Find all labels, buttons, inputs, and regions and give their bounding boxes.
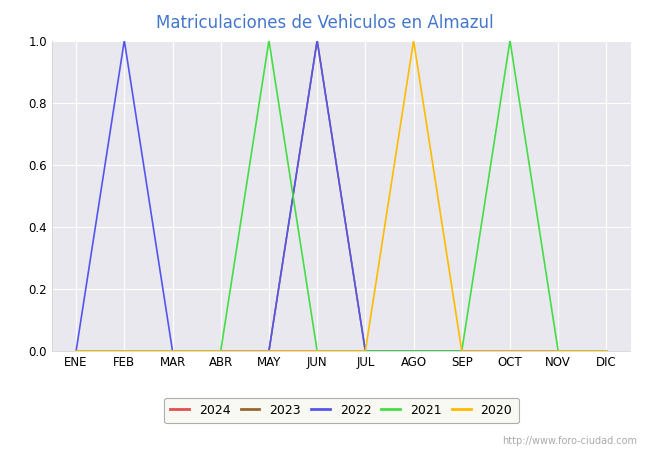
2024 xyxy=(265,348,273,354)
2021 xyxy=(217,348,225,354)
2021 xyxy=(410,348,417,354)
2024 xyxy=(506,348,514,354)
Line: 2022: 2022 xyxy=(76,40,606,351)
2022 xyxy=(458,348,465,354)
2022 xyxy=(217,348,225,354)
2021 xyxy=(313,348,321,354)
2024 xyxy=(217,348,225,354)
2021 xyxy=(120,348,128,354)
2023 xyxy=(72,348,80,354)
Line: 2021: 2021 xyxy=(76,40,606,351)
2020 xyxy=(120,348,128,354)
2020 xyxy=(361,348,369,354)
2024 xyxy=(72,348,80,354)
2024 xyxy=(120,348,128,354)
2024 xyxy=(168,348,176,354)
2023 xyxy=(554,348,562,354)
2021 xyxy=(554,348,562,354)
2021 xyxy=(458,348,465,354)
Line: 2020: 2020 xyxy=(76,40,606,351)
2020 xyxy=(603,348,610,354)
2020 xyxy=(458,348,465,354)
2024 xyxy=(361,348,369,354)
2024 xyxy=(313,348,321,354)
2022 xyxy=(603,348,610,354)
2021 xyxy=(603,348,610,354)
2021 xyxy=(168,348,176,354)
2022 xyxy=(72,348,80,354)
2023 xyxy=(217,348,225,354)
2021 xyxy=(72,348,80,354)
2024 xyxy=(410,348,417,354)
Legend: 2024, 2023, 2022, 2021, 2020: 2024, 2023, 2022, 2021, 2020 xyxy=(164,398,519,423)
2020 xyxy=(72,348,80,354)
2022 xyxy=(361,348,369,354)
2022 xyxy=(168,348,176,354)
2022 xyxy=(120,38,128,43)
Text: http://www.foro-ciudad.com: http://www.foro-ciudad.com xyxy=(502,436,637,446)
2020 xyxy=(217,348,225,354)
2020 xyxy=(313,348,321,354)
2022 xyxy=(313,38,321,43)
2023 xyxy=(361,348,369,354)
2023 xyxy=(120,348,128,354)
2022 xyxy=(265,348,273,354)
2021 xyxy=(506,38,514,43)
2021 xyxy=(265,38,273,43)
2020 xyxy=(554,348,562,354)
2023 xyxy=(458,348,465,354)
Text: Matriculaciones de Vehiculos en Almazul: Matriculaciones de Vehiculos en Almazul xyxy=(156,14,494,32)
2022 xyxy=(554,348,562,354)
2022 xyxy=(506,348,514,354)
2024 xyxy=(603,348,610,354)
2023 xyxy=(603,348,610,354)
Line: 2023: 2023 xyxy=(76,40,606,351)
2023 xyxy=(168,348,176,354)
2020 xyxy=(506,348,514,354)
2020 xyxy=(168,348,176,354)
2023 xyxy=(410,348,417,354)
2023 xyxy=(265,348,273,354)
2020 xyxy=(410,38,417,43)
2023 xyxy=(506,348,514,354)
2020 xyxy=(265,348,273,354)
2021 xyxy=(361,348,369,354)
2024 xyxy=(458,348,465,354)
2022 xyxy=(410,348,417,354)
2023 xyxy=(313,38,321,43)
2024 xyxy=(554,348,562,354)
